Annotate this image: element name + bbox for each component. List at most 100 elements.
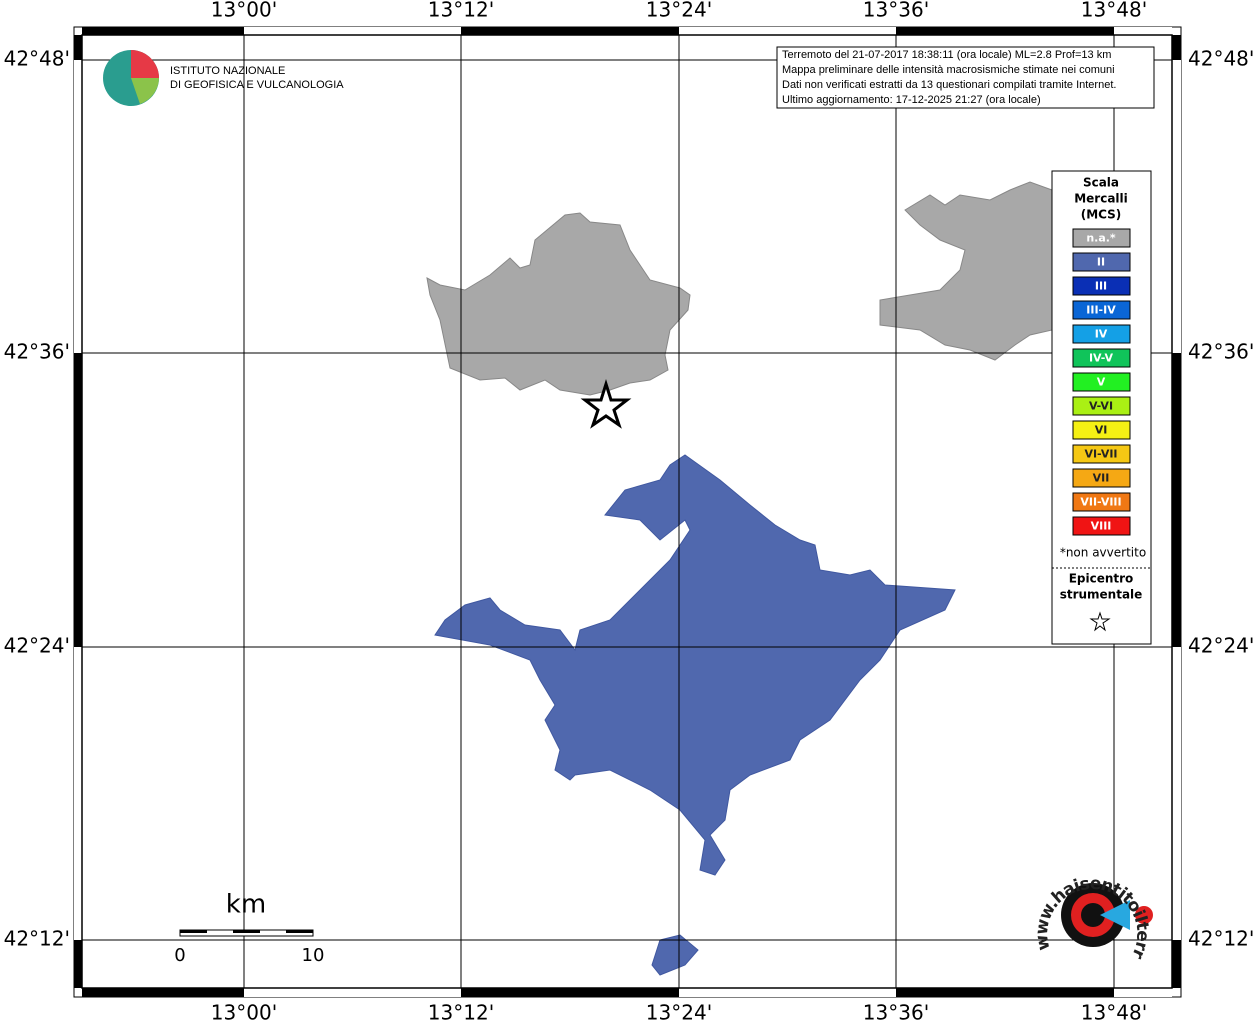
lon-label: 13°36' [863, 0, 929, 22]
legend-label: V-VI [1089, 400, 1113, 413]
border-seg [896, 27, 1114, 35]
area-na [879, 181, 1053, 361]
lat-label: 42°36' [1188, 340, 1254, 364]
legend-swatch [1072, 372, 1131, 392]
border-seg [74, 60, 82, 353]
legend-swatch [1072, 228, 1131, 248]
border-seg [1114, 27, 1172, 35]
border-seg [1172, 647, 1181, 940]
lat-label: 42°48' [4, 47, 70, 71]
lon-label: 13°24' [646, 0, 712, 22]
legend-swatch [1072, 348, 1131, 368]
border-seg [74, 940, 82, 988]
institute-name: ISTITUTO NAZIONALE [170, 65, 285, 77]
lat-label: 42°24' [1188, 634, 1254, 658]
logo-ring [1081, 903, 1105, 927]
legend-star [1089, 611, 1111, 632]
lon-label: 13°00' [211, 0, 277, 22]
legend-title: Mercalli [1074, 192, 1128, 206]
scale-seg [180, 930, 207, 933]
border-seg [1172, 60, 1181, 353]
lon-label: 13°12' [428, 0, 494, 22]
legend-label: VII [1093, 472, 1110, 485]
legend-label: III [1095, 280, 1107, 293]
lat-label: 42°48' [1188, 47, 1254, 71]
legend-swatch [1072, 276, 1131, 296]
legend-label: II [1097, 256, 1105, 269]
legend-label: n.a.* [1086, 232, 1116, 245]
border-seg [461, 988, 679, 997]
border-seg [82, 988, 244, 997]
scale-unit: km [226, 890, 266, 920]
border-seg [679, 27, 896, 35]
legend-label: IV [1095, 328, 1108, 341]
legend-swatch [1072, 516, 1131, 536]
area-na [426, 212, 691, 396]
logo-horn [1100, 900, 1130, 930]
info-frame [776, 46, 1155, 109]
legend-swatch [1072, 324, 1131, 344]
legend-epicenter: Epicentro [1069, 572, 1134, 586]
info-line: Ultimo aggiornamento: 17-12-2025 21:27 (… [782, 94, 1041, 106]
border-seg [82, 27, 244, 35]
scale-seg [233, 930, 260, 933]
legend-note: *non avvertito [1060, 546, 1146, 560]
lon-label: 13°24' [646, 1001, 712, 1025]
area-ii [434, 454, 956, 876]
border-seg [74, 647, 82, 940]
border-seg [1172, 940, 1181, 988]
legend-swatch [1072, 300, 1131, 320]
logo-sector [131, 50, 159, 78]
info-line: Dati non verificati estratti da 13 quest… [782, 79, 1116, 91]
border-seg [679, 988, 896, 997]
institute-name: DI GEOFISICA E VULCANOLOGIA [170, 79, 344, 91]
ingv-logo: ISTITUTO NAZIONALE DI GEOFISICA E VULCAN… [103, 50, 344, 106]
border-seg [896, 988, 1114, 997]
legend-swatch [1072, 492, 1131, 512]
border-seg [244, 988, 461, 997]
lon-label: 13°48' [1081, 1001, 1147, 1025]
legend: ScalaMercalli(MCS)n.a.*IIIIIIII-IVIVIV-V… [1051, 170, 1152, 645]
legend-label: IV-V [1089, 352, 1114, 365]
logo-dot [1135, 906, 1153, 924]
info-line: Terremoto del 21-07-2017 18:38:11 (ora l… [782, 49, 1111, 61]
lat-label: 42°24' [4, 634, 70, 658]
legend-label: VI-VII [1084, 448, 1117, 461]
legend-swatch [1072, 444, 1131, 464]
legend-label: VIII [1091, 520, 1112, 533]
epicenter-star [580, 378, 632, 429]
legend-swatch [1072, 468, 1131, 488]
border-seg [244, 27, 461, 35]
legend-label: VII-VIII [1080, 496, 1121, 509]
border-seg [1172, 353, 1181, 647]
legend-title: Scala [1083, 176, 1119, 190]
inner-frame [81, 34, 1173, 989]
logo-sector [131, 78, 159, 104]
border-seg [461, 27, 679, 35]
legend-epicenter: strumentale [1060, 588, 1143, 602]
lat-label: 42°12' [1188, 927, 1254, 951]
legend-label: VI [1095, 424, 1108, 437]
lon-label: 13°48' [1081, 0, 1147, 22]
border-seg [74, 35, 82, 60]
legend-label: III-IV [1086, 304, 1116, 317]
lon-label: 13°36' [863, 1001, 929, 1025]
scale-label: 0 [174, 945, 185, 966]
info-line: Mappa preliminare delle intensità macros… [782, 64, 1115, 76]
border-seg [74, 353, 82, 647]
border-seg [1114, 988, 1172, 997]
scale-bar: km 0 10 [174, 890, 324, 967]
lon-label: 13°00' [211, 1001, 277, 1025]
area-ii [651, 934, 699, 976]
legend-label: V [1097, 376, 1106, 389]
info-box: Terremoto del 21-07-2017 18:38:11 (ora l… [776, 46, 1155, 109]
legend-swatch [1072, 396, 1131, 416]
lat-label: 42°36' [4, 340, 70, 364]
legend-swatch [1072, 420, 1131, 440]
legend-swatch [1072, 252, 1131, 272]
legend-title: (MCS) [1081, 208, 1122, 222]
scale-seg [286, 930, 313, 933]
frame-border [74, 27, 1181, 997]
border-seg [1172, 35, 1181, 60]
